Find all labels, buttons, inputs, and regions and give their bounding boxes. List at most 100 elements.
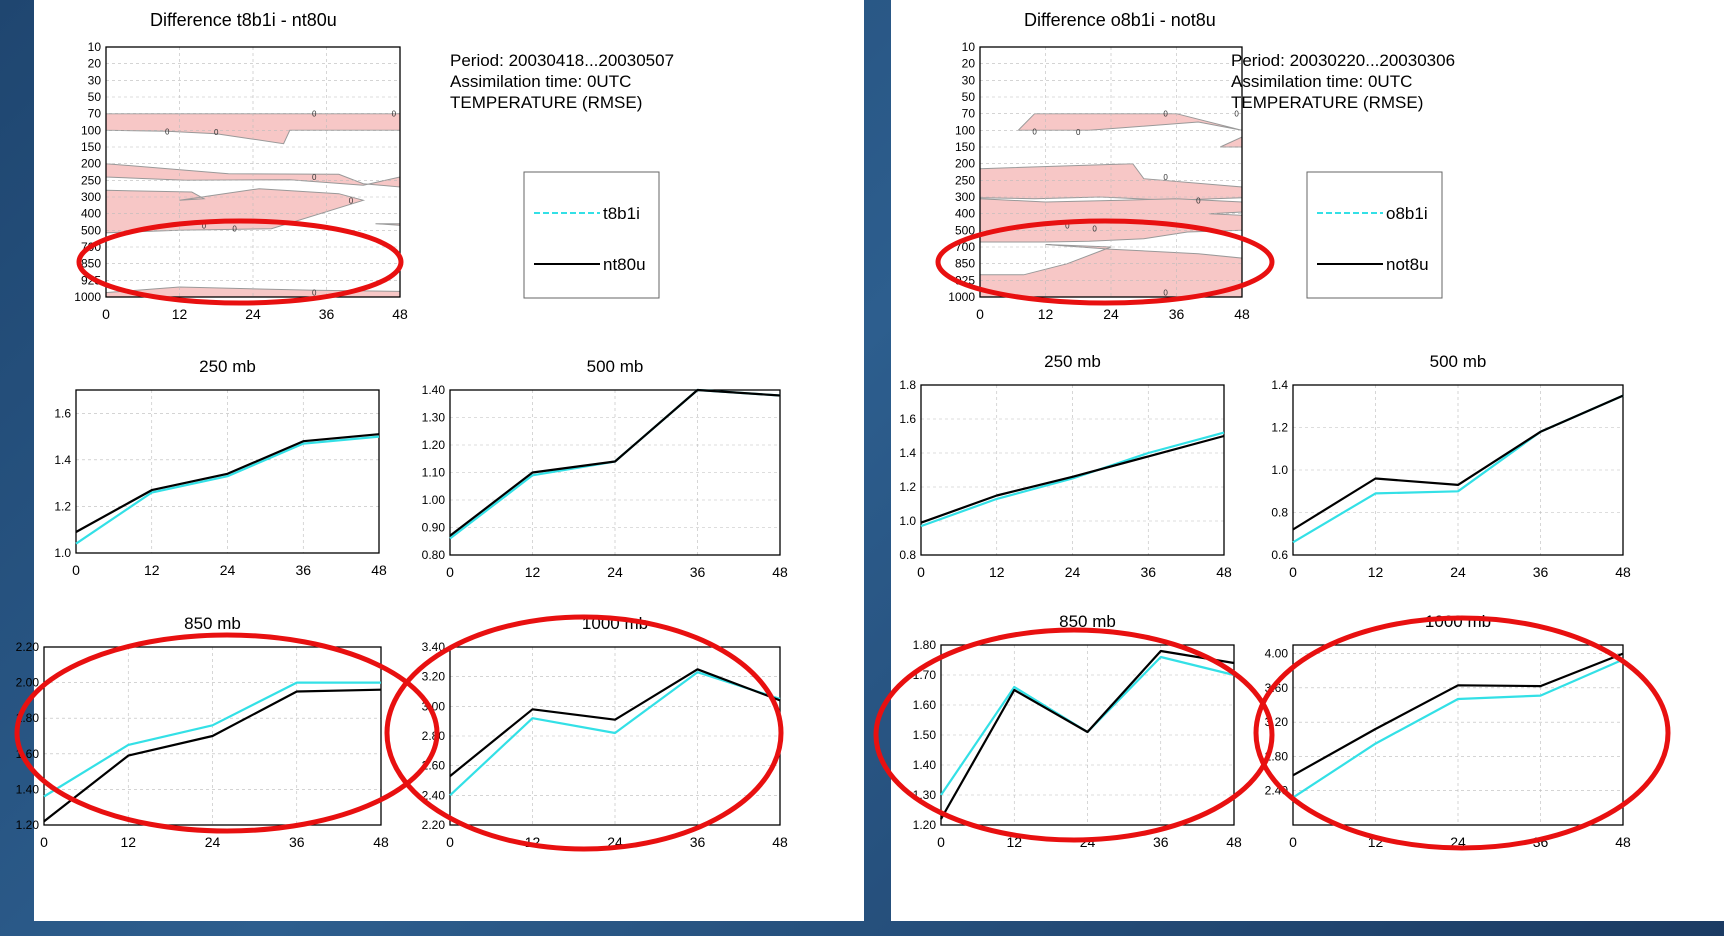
line-axes-frame <box>449 389 781 556</box>
line-ytick-label: 1.0 <box>54 546 71 560</box>
line-ytick-label: 1.00 <box>422 493 446 507</box>
info-text-line: Period: 20030418...20030507 <box>450 51 674 70</box>
diff-ytick-label: 150 <box>955 140 975 154</box>
contour-zero-label: 0 <box>1032 127 1037 136</box>
diff-ytick-label: 30 <box>88 73 102 87</box>
diff-ytick-label: 400 <box>81 207 101 221</box>
line-chart-title: 250 mb <box>199 357 256 376</box>
line-xtick-label: 24 <box>1450 564 1466 580</box>
diff-ytick-label: 300 <box>81 190 101 204</box>
line-ytick-label: 3.00 <box>422 699 446 713</box>
contour-zero-label: 0 <box>1076 128 1081 137</box>
line-ytick-label: 1.2 <box>54 499 71 513</box>
diff-ytick-label: 30 <box>962 73 976 87</box>
line-ytick-label: 1.60 <box>913 698 937 712</box>
legend-label-exp: t8b1i <box>603 204 640 223</box>
line-ytick-label: 0.8 <box>1271 506 1288 520</box>
series-line-nt80u <box>75 433 380 533</box>
diff-ytick-label: 10 <box>962 40 976 54</box>
line-ytick-label: 2.00 <box>16 676 40 690</box>
line-xtick-label: 24 <box>1065 564 1081 580</box>
diff-xtick-label: 24 <box>245 306 261 322</box>
line-ytick-label: 2.80 <box>422 729 446 743</box>
line-ytick-label: 1.6 <box>54 406 71 420</box>
line-xtick-label: 24 <box>1450 834 1466 850</box>
line-xtick-label: 36 <box>1533 834 1549 850</box>
line-ytick-label: 1.2 <box>1271 421 1288 435</box>
line-ytick-label: 0.6 <box>1271 548 1288 562</box>
line-xtick-label: 0 <box>446 564 454 580</box>
line-xtick-label: 36 <box>1153 834 1169 850</box>
line-xtick-label: 12 <box>144 562 160 578</box>
diff-ytick-label: 250 <box>81 173 101 187</box>
diff-ytick-label: 100 <box>955 123 975 137</box>
series-line-o8b1i <box>1292 658 1624 799</box>
line-ytick-label: 2.40 <box>1265 784 1289 798</box>
diff-ytick-label: 400 <box>955 207 975 221</box>
line-ytick-label: 4.00 <box>1265 647 1289 661</box>
diff-ytick-label: 50 <box>88 90 102 104</box>
diff-ytick-label: 50 <box>962 90 976 104</box>
line-ytick-label: 2.80 <box>1265 749 1289 763</box>
line-ytick-label: 1.70 <box>913 668 937 682</box>
line-ytick-label: 1.20 <box>422 438 446 452</box>
line-xtick-label: 0 <box>72 562 80 578</box>
line-chart-title: 500 mb <box>587 357 644 376</box>
diff-xtick-label: 12 <box>1038 306 1054 322</box>
line-xtick-label: 36 <box>690 564 706 580</box>
series-line-o8b1i <box>920 431 1225 528</box>
legend-label-ctrl: not8u <box>1386 255 1429 274</box>
contour-zero-label: 0 <box>312 289 317 298</box>
diff-shaded-region <box>1219 136 1243 148</box>
line-xtick-label: 36 <box>1533 564 1549 580</box>
diff-xtick-label: 12 <box>172 306 188 322</box>
line-chart-title: 850 mb <box>184 614 241 633</box>
diff-ytick-label: 1000 <box>948 290 975 304</box>
diff-xtick-label: 0 <box>976 306 984 322</box>
line-ytick-label: 0.8 <box>899 548 916 562</box>
contour-zero-label: 0 <box>214 128 219 137</box>
line-xtick-label: 0 <box>40 834 48 850</box>
line-ytick-label: 1.20 <box>913 818 937 832</box>
line-ytick-label: 1.50 <box>913 728 937 742</box>
line-ytick-label: 3.40 <box>422 640 446 654</box>
line-ytick-label: 0.90 <box>422 521 446 535</box>
line-ytick-label: 2.40 <box>422 788 446 802</box>
line-ytick-label: 1.4 <box>54 453 71 467</box>
diff-xtick-label: 24 <box>1103 306 1119 322</box>
line-ytick-label: 1.40 <box>913 758 937 772</box>
contour-zero-label: 0 <box>165 127 170 136</box>
line-ytick-label: 2.20 <box>422 818 446 832</box>
contour-zero-label: 0 <box>1196 196 1201 205</box>
line-xtick-label: 12 <box>120 834 136 850</box>
line-xtick-label: 48 <box>1615 564 1631 580</box>
line-xtick-label: 12 <box>989 564 1005 580</box>
line-xtick-label: 48 <box>1615 834 1631 850</box>
line-axes-frame <box>1292 384 1624 556</box>
diff-ytick-label: 70 <box>962 107 976 121</box>
diff-ytick-label: 10 <box>88 40 102 54</box>
line-ytick-label: 1.60 <box>16 747 40 761</box>
line-ytick-label: 1.8 <box>899 378 916 392</box>
diff-ytick-label: 700 <box>81 240 101 254</box>
line-ytick-label: 1.2 <box>899 480 916 494</box>
line-ytick-label: 1.0 <box>1271 463 1288 477</box>
line-ytick-label: 1.30 <box>913 788 937 802</box>
diff-shaded-region <box>1017 113 1243 131</box>
legend-box <box>1306 171 1443 299</box>
info-text-line: TEMPERATURE (RMSE) <box>1231 93 1423 112</box>
series-line-t8b1i <box>75 435 380 545</box>
diff-ytick-label: 925 <box>955 273 975 287</box>
line-xtick-label: 24 <box>1080 834 1096 850</box>
contour-zero-label: 0 <box>349 196 354 205</box>
diff-ytick-label: 20 <box>962 57 976 71</box>
info-text-line: Assimilation time: 0UTC <box>450 72 631 91</box>
line-xtick-label: 48 <box>772 834 788 850</box>
line-chart-title: 500 mb <box>1430 352 1487 371</box>
line-xtick-label: 48 <box>772 564 788 580</box>
diff-ytick-label: 150 <box>81 140 101 154</box>
diff-ytick-label: 500 <box>955 223 975 237</box>
line-xtick-label: 12 <box>1368 834 1384 850</box>
line-xtick-label: 36 <box>289 834 305 850</box>
diff-shaded-region <box>375 223 401 226</box>
